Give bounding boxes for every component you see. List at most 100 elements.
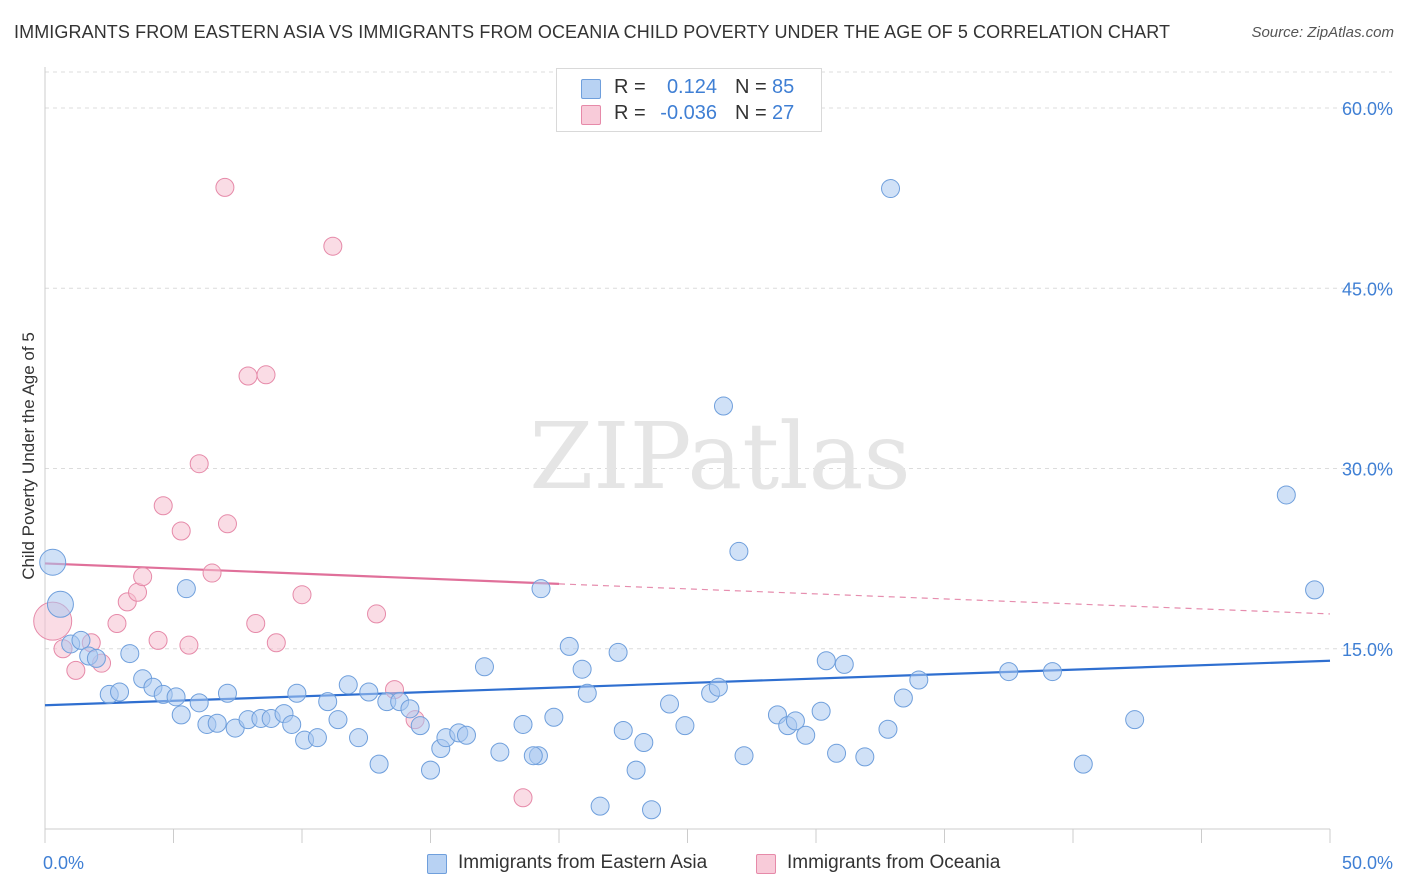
point-eastern-asia [318, 692, 338, 712]
point-eastern-asia [729, 541, 749, 561]
chart-title: IMMIGRANTS FROM EASTERN ASIA VS IMMIGRAN… [14, 22, 1171, 42]
point-oceania [148, 630, 168, 650]
point-oceania [217, 514, 237, 534]
point-eastern-asia [827, 743, 847, 763]
point-eastern-asia [785, 711, 805, 731]
legend-swatch-blue [581, 79, 601, 99]
source-credit: Source: ZipAtlas.com [1251, 24, 1394, 41]
point-oceania [202, 563, 222, 583]
point-eastern-asia [734, 746, 754, 766]
point-eastern-asia [909, 670, 929, 690]
point-eastern-asia [811, 701, 831, 721]
point-oceania [367, 604, 387, 624]
point-oceania [246, 614, 266, 634]
point-eastern-asia [328, 710, 348, 730]
point-eastern-asia [490, 742, 510, 762]
point-oceania [133, 567, 153, 587]
point-eastern-asia [474, 657, 494, 677]
point-eastern-asia [456, 725, 476, 745]
point-eastern-asia [207, 713, 227, 733]
y-tick-label: 30.0% [1342, 460, 1393, 480]
point-eastern-asia [816, 651, 836, 671]
point-eastern-asia [217, 683, 237, 703]
point-eastern-asia [307, 728, 327, 748]
y-tick-label: 45.0% [1342, 279, 1393, 299]
point-eastern-asia [531, 579, 551, 599]
point-eastern-asia [577, 683, 597, 703]
gridlines [45, 71, 1392, 650]
point-eastern-asia [171, 705, 191, 725]
bottom-legend-swatch-blue [427, 854, 447, 874]
legend-r-value: -0.036 [660, 102, 717, 124]
trend-lines [44, 562, 1331, 707]
point-oceania [179, 635, 199, 655]
point-oceania [323, 236, 343, 256]
point-eastern-asia [559, 636, 579, 656]
legend-r-label: R = [614, 102, 646, 124]
point-eastern-asia [359, 682, 379, 702]
watermark: ZIPatlas [529, 403, 910, 510]
point-eastern-asia [282, 714, 302, 734]
point-eastern-asia [713, 396, 733, 416]
point-eastern-asia [421, 760, 440, 780]
point-oceania [66, 660, 86, 680]
point-eastern-asia [513, 714, 533, 734]
bottom-legend-swatch-pink [756, 854, 776, 874]
legend-n-value: 27 [772, 102, 795, 124]
point-eastern-asia [642, 800, 662, 820]
point-eastern-asia [176, 579, 196, 599]
y-tick-label: 60.0% [1342, 99, 1393, 119]
point-eastern-asia [626, 760, 646, 780]
point-eastern-asia [881, 179, 901, 199]
point-eastern-asia [166, 687, 186, 707]
point-eastern-asia [796, 725, 816, 745]
point-eastern-asia [572, 659, 592, 679]
bottom-legend-label: Immigrants from Eastern Asia [458, 852, 708, 873]
point-eastern-asia [608, 642, 628, 662]
x-tick-label: 0.0% [43, 853, 84, 873]
point-oceania [215, 177, 235, 197]
point-eastern-asia [369, 754, 389, 774]
tick-labels: 15.0% 30.0% 45.0% 60.0% 0.0% 50.0% [43, 99, 1393, 873]
point-eastern-asia [1042, 662, 1062, 682]
point-eastern-asia [893, 688, 913, 708]
point-eastern-asia [1073, 754, 1093, 774]
point-eastern-asia [86, 648, 106, 668]
point-eastern-asia [834, 654, 854, 674]
point-eastern-asia [1276, 485, 1296, 505]
legend-swatch-pink [581, 105, 601, 125]
point-eastern-asia [855, 747, 875, 767]
point-oceania [266, 633, 286, 653]
legend-n-label: N = [735, 76, 767, 98]
point-eastern-asia [878, 719, 898, 739]
data-points [33, 177, 1325, 820]
point-eastern-asia [675, 716, 695, 736]
legend-r-value: 0.124 [666, 76, 717, 98]
point-eastern-asia [338, 675, 358, 695]
axes [44, 67, 1331, 843]
point-eastern-asia [46, 590, 74, 618]
point-eastern-asia [110, 682, 130, 702]
point-eastern-asia [523, 746, 543, 766]
x-tick-label: 50.0% [1342, 853, 1393, 873]
point-eastern-asia [613, 720, 633, 740]
point-oceania [189, 454, 209, 474]
legend-n-label: N = [735, 102, 767, 124]
point-eastern-asia [1305, 580, 1325, 600]
point-oceania [238, 366, 258, 386]
point-eastern-asia [287, 683, 307, 703]
point-eastern-asia [71, 630, 91, 650]
point-eastern-asia [189, 693, 209, 713]
bottom-legend-label: Immigrants from Oceania [787, 852, 1001, 873]
point-oceania [153, 496, 173, 516]
point-eastern-asia [1125, 710, 1145, 730]
y-axis-label: Child Poverty Under the Age of 5 [19, 332, 38, 580]
point-eastern-asia [349, 728, 369, 748]
trend-line-eastern-asia [44, 659, 1331, 707]
trend-line-oceania [44, 562, 560, 585]
point-oceania [292, 585, 312, 605]
correlation-legend: R = 0.124 N = 85 R = -0.036 N = 27 [556, 68, 822, 132]
legend-r-label: R = [614, 76, 646, 98]
point-eastern-asia [120, 644, 140, 664]
